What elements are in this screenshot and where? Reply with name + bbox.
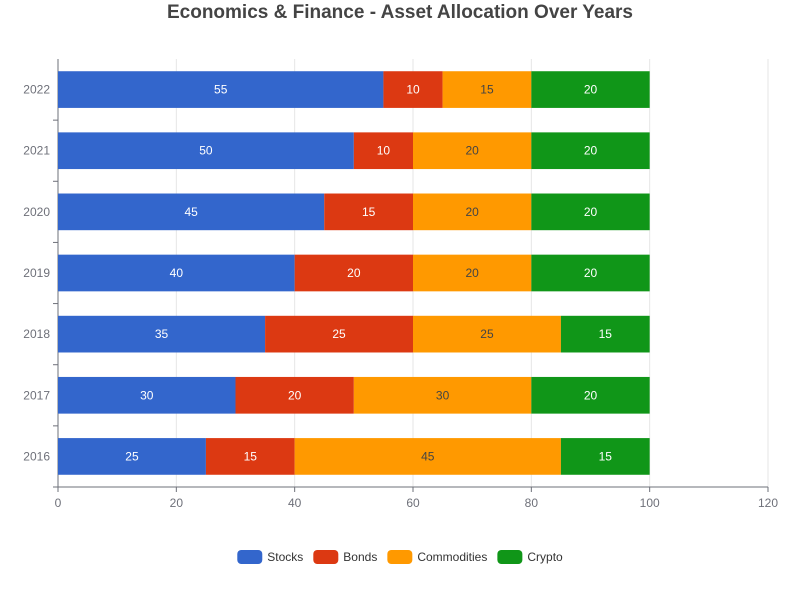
bar-segment-bonds[interactable] — [235, 376, 354, 414]
legend-swatch — [313, 550, 339, 564]
bar-segment-stocks[interactable] — [58, 71, 384, 108]
bar-segment-commodities[interactable] — [353, 376, 532, 414]
bar-segment-commodities[interactable] — [413, 315, 561, 353]
bar-data-label: 15 — [599, 327, 613, 341]
bar-segment-bonds[interactable] — [265, 315, 413, 353]
legend-label: Crypto — [527, 550, 563, 564]
axes: 0 20 40 60 80 100 1202016201720182019202020212… — [23, 59, 778, 510]
bar-data-label: 45 — [184, 205, 198, 219]
x-tick-label: 60 — [406, 496, 420, 510]
legend-swatch — [237, 550, 263, 564]
x-tick-label: 120 — [758, 496, 778, 510]
bar-data-label: 35 — [155, 327, 169, 341]
legend-item-stocks[interactable]: Stocks — [237, 550, 303, 564]
bar-segment-bonds[interactable] — [294, 254, 413, 292]
legend-item-crypto[interactable]: Crypto — [497, 550, 563, 564]
x-tick-label: 40 — [288, 496, 302, 510]
legend-label: Commodities — [417, 550, 487, 564]
bar-segment-commodities[interactable] — [294, 438, 561, 475]
legend-item-commodities[interactable]: Commodities — [387, 550, 487, 564]
bar-segment-commodities[interactable] — [413, 193, 532, 231]
bar-data-label: 10 — [406, 83, 420, 97]
bar-segment-crypto[interactable] — [560, 315, 650, 353]
bar-segment-stocks[interactable] — [58, 376, 236, 414]
legend-item-bonds[interactable]: Bonds — [313, 550, 377, 564]
y-tick-label: 2017 — [23, 388, 50, 402]
legend-swatch — [497, 550, 523, 564]
bar-data-label: 25 — [125, 449, 139, 463]
bar-segment-crypto[interactable] — [531, 376, 650, 414]
y-tick-label: 2018 — [23, 327, 50, 341]
bar-data-label: 30 — [436, 388, 450, 402]
bar-segment-crypto[interactable] — [560, 438, 650, 475]
bar-segment-commodities[interactable] — [413, 254, 532, 292]
bar-segment-bonds[interactable] — [205, 438, 295, 475]
bar-data-label: 20 — [584, 83, 598, 97]
bars: 25 15 45 15 30 20 30 20 35 25 25 15 40 20 20 20 45 15 20 20… — [58, 71, 650, 475]
bar-segment-crypto[interactable] — [531, 193, 650, 231]
bar-segment-crypto[interactable] — [531, 132, 650, 170]
bar-data-label: 25 — [332, 327, 346, 341]
bar-data-label: 20 — [465, 266, 479, 280]
bar-data-label: 20 — [584, 388, 598, 402]
bar-data-label: 15 — [480, 83, 494, 97]
y-tick-label: 2021 — [23, 144, 50, 158]
bar-data-label: 20 — [347, 266, 361, 280]
bar-data-label: 15 — [244, 449, 258, 463]
legend-label: Bonds — [343, 550, 377, 564]
bar-data-label: 20 — [465, 205, 479, 219]
bar-data-label: 15 — [599, 449, 613, 463]
bar-data-label: 20 — [288, 388, 302, 402]
bar-segment-bonds[interactable] — [383, 71, 443, 108]
x-tick-label: 0 — [55, 496, 62, 510]
x-tick-label: 80 — [525, 496, 539, 510]
x-tick-label: 20 — [170, 496, 184, 510]
bar-segment-stocks[interactable] — [58, 132, 354, 170]
bar-data-label: 10 — [377, 144, 391, 158]
bar-segment-commodities[interactable] — [413, 132, 532, 170]
bar-segment-commodities[interactable] — [442, 71, 532, 108]
bar-segment-bonds[interactable] — [324, 193, 413, 231]
bar-data-label: 20 — [584, 144, 598, 158]
y-tick-label: 2016 — [23, 449, 50, 463]
bar-segment-stocks[interactable] — [58, 193, 325, 231]
legend-swatch — [387, 550, 413, 564]
bar-segment-stocks[interactable] — [58, 438, 206, 475]
bar-data-label: 45 — [421, 449, 435, 463]
bar-segment-bonds[interactable] — [353, 132, 413, 170]
bar-segment-stocks[interactable] — [58, 254, 295, 292]
y-tick-label: 2020 — [23, 205, 50, 219]
bar-data-label: 40 — [170, 266, 184, 280]
bar-segment-stocks[interactable] — [58, 315, 266, 353]
bar-data-label: 55 — [214, 83, 228, 97]
x-tick-label: 100 — [640, 496, 660, 510]
bar-data-label: 30 — [140, 388, 154, 402]
bar-data-label: 25 — [480, 327, 494, 341]
y-tick-label: 2022 — [23, 83, 50, 97]
legend-label: Stocks — [267, 550, 303, 564]
bar-data-label: 15 — [362, 205, 376, 219]
bar-data-label: 20 — [584, 205, 598, 219]
legend[interactable]: Stocks Bonds Commodities Crypto — [237, 550, 563, 564]
y-tick-label: 2019 — [23, 266, 50, 280]
bar-data-label: 20 — [584, 266, 598, 280]
bar-segment-crypto[interactable] — [531, 254, 650, 292]
bar-segment-crypto[interactable] — [531, 71, 650, 108]
bar-data-label: 50 — [199, 144, 213, 158]
bar-data-label: 20 — [465, 144, 479, 158]
chart-title: Economics & Finance - Asset Allocation O… — [166, 2, 634, 23]
